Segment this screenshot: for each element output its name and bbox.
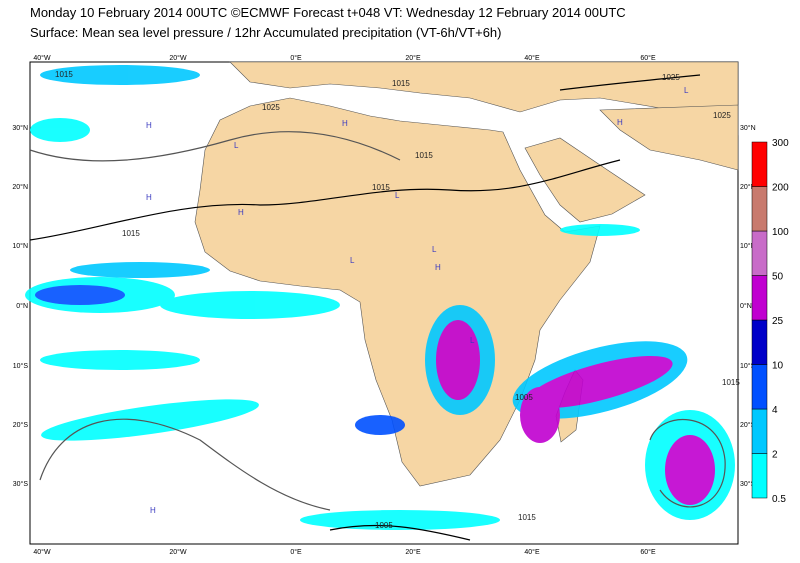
lon-label-top: 60°E (640, 54, 656, 62)
pressure-centre: H (146, 193, 152, 202)
colorbar-segment (751, 319, 768, 365)
colorbar-label: 300 (772, 138, 789, 149)
precipitation (25, 65, 735, 530)
pressure-centre: H (146, 121, 152, 130)
pressure-centre: H (342, 119, 348, 128)
colorbar-label: 4 (772, 405, 778, 416)
land-arabia (524, 137, 646, 223)
lon-label-top: 20°E (405, 54, 421, 62)
colorbar-segment (751, 275, 768, 321)
lon-label-bottom: 20°W (169, 548, 187, 556)
lon-label-bottom: 40°W (33, 548, 51, 556)
colorbar-label: 25 (772, 316, 784, 327)
lon-label-top: 20°W (169, 54, 187, 62)
isobar-label: 1025 (262, 103, 280, 112)
colorbar-segment (751, 141, 768, 187)
isobar-label: 1005 (375, 521, 393, 530)
pressure-centre: L (350, 256, 355, 265)
pressure-centre: H (435, 263, 441, 272)
subtitle: Surface: Mean sea level pressure / 12hr … (30, 25, 502, 40)
colorbar-label: 2 (772, 450, 778, 461)
colorbar-label: 200 (772, 183, 789, 194)
lon-label-top: 40°E (524, 54, 540, 62)
colorbar-segment (751, 230, 768, 276)
lat-label-left: 20°S (13, 421, 29, 429)
axis-labels: 40°W 40°W 20°W 20°W 0°E 0°E 20°E 20°E 40°E 40°E 60… (12, 54, 755, 556)
isobar-label: 1025 (713, 111, 731, 120)
isobar-label: 1015 (122, 229, 140, 238)
lat-label-right: 20°N (740, 183, 756, 191)
colorbar-label: 0.5 (772, 494, 786, 505)
lat-label-left: 30°S (13, 480, 29, 488)
pressure-centre: L (395, 191, 400, 200)
lat-label-left: 0°N (16, 302, 28, 310)
pressure-centre: L (470, 336, 475, 345)
pressure-centre: H (238, 208, 244, 217)
isobars (29, 74, 726, 541)
land-africa (194, 97, 601, 487)
pressure-centre: L (432, 245, 437, 254)
pressure-centre: L (234, 141, 239, 150)
lat-label-left: 10°N (12, 242, 28, 250)
isobar-label: 1015 (372, 183, 390, 192)
colorbar-segment (751, 364, 768, 410)
lon-label-bottom: 60°E (640, 548, 656, 556)
lat-label-right: 20°S (740, 421, 756, 429)
lon-label-top: 40°W (33, 54, 51, 62)
lat-label-right: 30°N (740, 124, 756, 132)
colorbar-segment (751, 186, 768, 232)
land-asia (599, 104, 739, 171)
lat-label-right: 10°S (740, 362, 756, 370)
isobar-label: 1015 (392, 79, 410, 88)
lat-label-right: 0°N (740, 302, 752, 310)
isobar-label: 1015 (722, 378, 740, 387)
isobar-label: 1025 (662, 73, 680, 82)
pressure-centre: H (150, 506, 156, 515)
isobar-label: 1015 (415, 151, 433, 160)
lat-label-right: 30°S (740, 480, 756, 488)
colorbar-label: 50 (772, 272, 784, 283)
colorbar-label: 10 (772, 361, 784, 372)
lat-label-left: 20°N (12, 183, 28, 191)
lon-label-bottom: 20°E (405, 548, 421, 556)
isobar-label: 1015 (518, 513, 536, 522)
lon-label-bottom: 0°E (290, 548, 302, 556)
isobar-label: 1005 (515, 393, 533, 402)
isobar-label: 1015 (55, 70, 73, 79)
colorbar-label: 100 (772, 227, 789, 238)
title: Monday 10 February 2014 00UTC ©ECMWF For… (30, 5, 626, 20)
lat-label-left: 30°N (12, 124, 28, 132)
colorbar: 0.5 2 4 10 25 50 100 200 300 (751, 138, 789, 505)
lat-label-left: 10°S (13, 362, 29, 370)
pressure-centre: L (684, 86, 689, 95)
pressure-centre: H (617, 118, 623, 127)
lon-label-top: 0°E (290, 54, 302, 62)
lon-label-bottom: 40°E (524, 548, 540, 556)
map: 1015 1015 1025 1015 1015 1015 1025 1025 1005 1015… (25, 61, 740, 545)
isobar-labels: 1015 1015 1025 1015 1015 1015 1025 1025 1005 1015… (55, 70, 740, 530)
colorbar-segment (751, 408, 768, 454)
colorbar-segment (751, 453, 768, 499)
lat-label-right: 10°N (740, 242, 756, 250)
